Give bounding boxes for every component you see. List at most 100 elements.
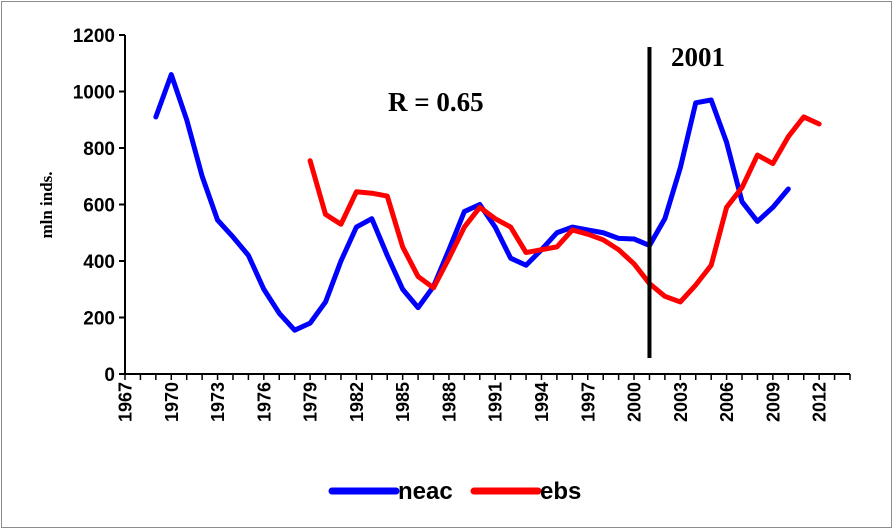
data-point-neac	[554, 230, 559, 235]
y-tick-label: 200	[83, 309, 115, 330]
data-point-ebs	[416, 274, 421, 279]
data-point-ebs	[477, 205, 482, 210]
data-point-ebs	[369, 191, 374, 196]
data-point-ebs	[755, 153, 760, 158]
data-point-ebs	[400, 244, 405, 249]
x-tick-label: 1970	[162, 382, 182, 422]
data-point-neac	[323, 299, 328, 304]
data-point-ebs	[570, 227, 575, 232]
data-point-ebs	[601, 237, 606, 242]
y-tick-label: 0	[104, 365, 115, 386]
data-point-neac	[184, 117, 189, 122]
plot-area: 0 200 400 600 800 1000 1200 1967 1970 1973 1976 197…	[73, 26, 851, 422]
data-point-neac	[632, 236, 637, 241]
x-tick-label: 1967	[116, 382, 136, 422]
data-point-ebs	[817, 121, 822, 126]
data-point-neac	[277, 311, 282, 316]
x-tick-label: 2000	[625, 382, 645, 422]
correlation-annotation: R = 0.65	[388, 87, 484, 117]
data-point-neac	[169, 72, 174, 77]
data-point-ebs	[740, 185, 745, 190]
data-point-ebs	[724, 205, 729, 210]
data-point-ebs	[323, 212, 328, 217]
data-point-neac	[246, 253, 251, 258]
data-point-ebs	[338, 222, 343, 227]
x-tick-label: 1991	[486, 382, 506, 422]
data-point-ebs	[801, 114, 806, 119]
data-point-neac	[524, 263, 529, 268]
data-point-neac	[724, 140, 729, 145]
x-tick-label: 2006	[717, 382, 737, 422]
data-point-neac	[230, 234, 235, 239]
series-line-neac	[153, 72, 791, 333]
data-point-neac	[215, 218, 220, 223]
data-point-ebs	[354, 189, 359, 194]
data-point-neac	[416, 305, 421, 310]
x-tick-label: 1988	[439, 382, 459, 422]
x-tick-label: 1985	[393, 382, 413, 422]
data-point-ebs	[462, 225, 467, 230]
data-point-neac	[770, 205, 775, 210]
series-line-ebs	[307, 114, 822, 305]
data-point-neac	[616, 236, 621, 241]
data-point-neac	[709, 97, 714, 102]
data-point-neac	[153, 114, 158, 119]
x-tick-label: 2012	[810, 382, 830, 422]
data-point-ebs	[308, 158, 313, 163]
y-tick-label: 800	[83, 139, 115, 160]
legend-label-ebs: ebs	[540, 478, 581, 505]
data-point-ebs	[662, 294, 667, 299]
data-point-neac	[662, 216, 667, 221]
data-point-ebs	[786, 134, 791, 139]
data-point-neac	[678, 165, 683, 170]
data-point-neac	[354, 225, 359, 230]
data-point-neac	[292, 328, 297, 333]
data-point-neac	[493, 225, 498, 230]
y-axis-label: mln inds.	[37, 171, 56, 238]
data-point-neac	[400, 287, 405, 292]
data-point-neac	[200, 174, 205, 179]
data-point-ebs	[616, 247, 621, 252]
data-point-neac	[369, 216, 374, 221]
x-tick-label: 2009	[763, 382, 783, 422]
data-point-neac	[601, 230, 606, 235]
y-tick-label: 600	[83, 196, 115, 217]
data-point-neac	[755, 219, 760, 224]
data-point-ebs	[385, 194, 390, 199]
legend-label-neac: neac	[398, 478, 453, 505]
y-tick-label: 1200	[73, 26, 115, 47]
y-tick-label: 1000	[73, 83, 115, 104]
x-tick-label: 1976	[254, 382, 274, 422]
data-point-neac	[508, 256, 513, 261]
data-point-ebs	[446, 256, 451, 261]
y-tick-label: 400	[83, 252, 115, 273]
data-point-neac	[385, 253, 390, 258]
x-tick-label: 1982	[347, 382, 367, 422]
data-point-ebs	[632, 261, 637, 266]
data-point-ebs	[508, 225, 513, 230]
data-point-ebs	[770, 161, 775, 166]
data-point-neac	[261, 287, 266, 292]
data-point-neac	[338, 259, 343, 264]
data-point-neac	[693, 100, 698, 105]
data-point-neac	[308, 321, 313, 326]
legend: neac ebs	[328, 478, 581, 505]
data-point-ebs	[709, 263, 714, 268]
data-point-ebs	[524, 250, 529, 255]
year-2001-annotation: 2001	[671, 42, 725, 72]
x-tick-label: 1997	[578, 382, 598, 422]
x-tick-label: 1994	[532, 382, 552, 422]
data-point-neac	[462, 209, 467, 214]
data-point-neac	[740, 199, 745, 204]
x-tick-label: 1979	[301, 382, 321, 422]
data-point-ebs	[493, 216, 498, 221]
data-point-ebs	[693, 283, 698, 288]
x-tick-label: 2003	[671, 382, 691, 422]
data-point-ebs	[431, 285, 436, 290]
data-point-ebs	[554, 244, 559, 249]
x-tick-label: 1973	[208, 382, 228, 422]
data-point-neac	[786, 186, 791, 191]
data-point-ebs	[539, 247, 544, 252]
data-point-ebs	[585, 232, 590, 237]
